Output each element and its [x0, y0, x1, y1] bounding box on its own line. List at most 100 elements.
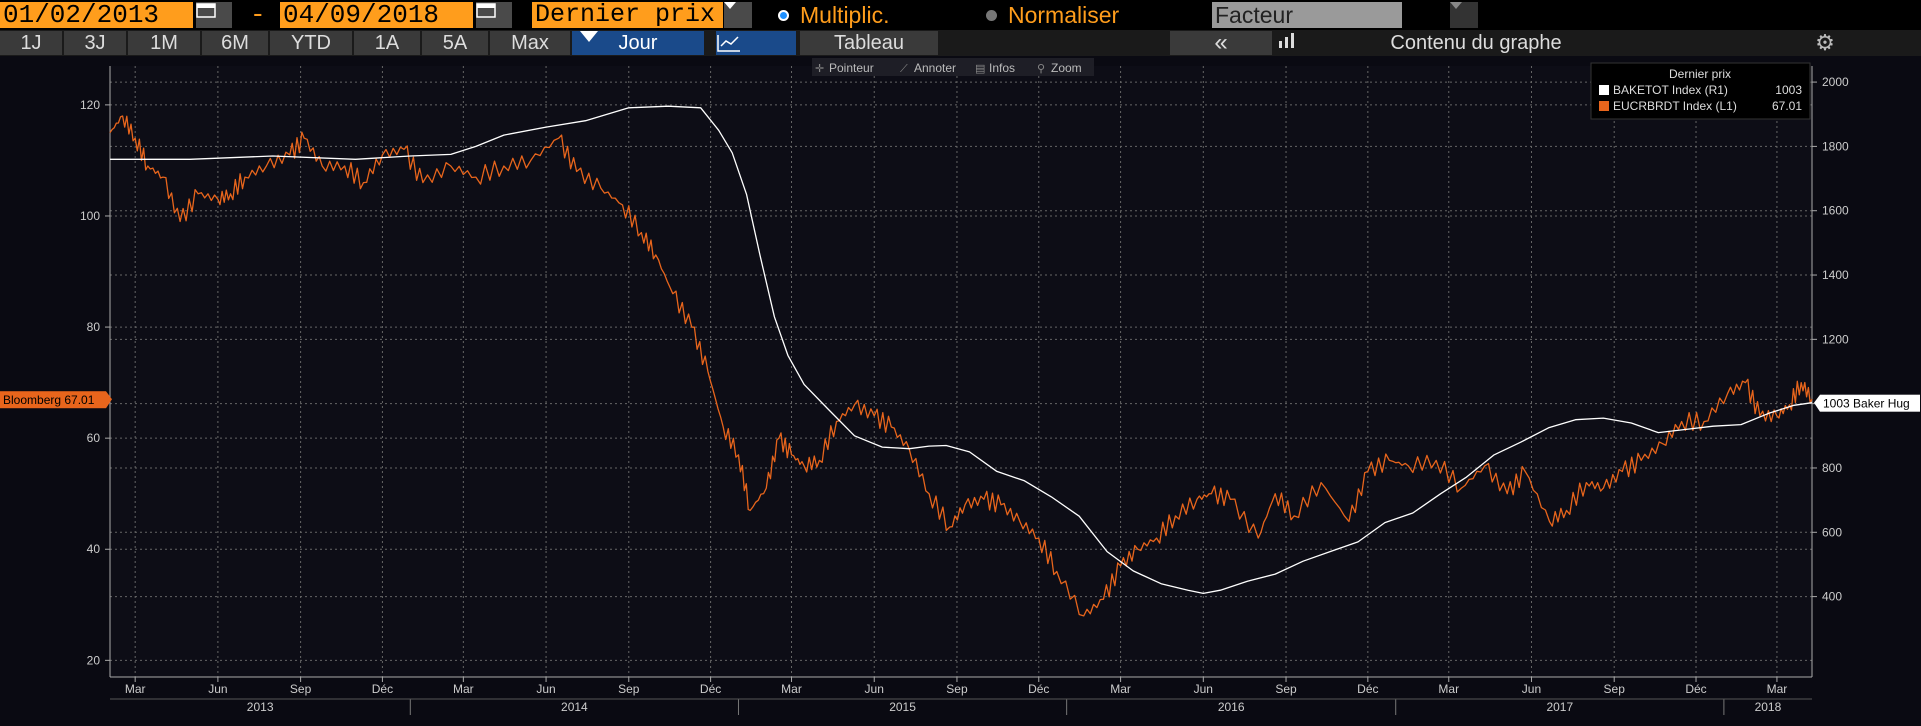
- zoom-tool-label: Zoom: [1051, 61, 1082, 75]
- x-tick-label: Déc: [372, 682, 393, 696]
- period-tab-bar: 1J 3J 1M 6M YTD 1A 5A Max Jour Tableau «…: [0, 30, 1921, 56]
- left-tick-label: 40: [87, 542, 101, 556]
- end-date-field[interactable]: 04/09/2018: [280, 2, 473, 28]
- legend-box: [1590, 62, 1811, 120]
- chevron-down-icon: [724, 2, 736, 9]
- collapse-button[interactable]: «: [1170, 31, 1272, 55]
- right-tick-label: 1600: [1822, 204, 1849, 218]
- multiplic-radio[interactable]: [778, 10, 789, 21]
- x-tick-label: Jun: [1194, 682, 1213, 696]
- chart-content-icon: [1279, 33, 1294, 48]
- right-tag-label: 1003 Baker Hug: [1823, 397, 1910, 411]
- price-field-select[interactable]: Dernier prix: [532, 2, 723, 28]
- left-tick-label: 120: [80, 98, 100, 112]
- calendar-icon: [476, 3, 496, 18]
- chart-tools-bar: [812, 58, 1094, 76]
- info-tool-icon: ▤: [975, 62, 985, 75]
- x-tick-label: Sep: [1604, 682, 1626, 696]
- legend-swatch: [1599, 101, 1609, 111]
- series-line-0: [109, 115, 1813, 617]
- tab-5a[interactable]: 5A: [422, 31, 488, 55]
- x-tick-label: Jun: [1522, 682, 1541, 696]
- legend-title: Dernier prix: [1669, 67, 1731, 81]
- tab-1j[interactable]: 1J: [0, 31, 62, 55]
- right-tick-label: 800: [1822, 461, 1842, 475]
- normaliser-label: Normaliser: [1008, 2, 1120, 28]
- chart-content-button[interactable]: Contenu du graphe: [1276, 31, 1676, 55]
- year-label: 2015: [889, 700, 916, 714]
- x-tick-label: Sep: [618, 682, 640, 696]
- x-tick-label: Mar: [1767, 682, 1788, 696]
- tab-max[interactable]: Max: [490, 31, 570, 55]
- tab-ytd[interactable]: YTD: [270, 31, 352, 55]
- line-chart-button[interactable]: [716, 31, 796, 55]
- year-label: 2018: [1755, 700, 1782, 714]
- right-tick-label: 600: [1822, 525, 1842, 539]
- year-label: 2017: [1546, 700, 1573, 714]
- annotate-tool-label: Annoter: [914, 61, 956, 75]
- pointer-tool-label: Pointeur: [829, 61, 874, 75]
- factor-input[interactable]: Facteur: [1212, 2, 1402, 28]
- legend-entry-name: EUCRBRDT Index (L1): [1613, 99, 1737, 113]
- pointer-tool-icon: ✛: [815, 62, 824, 75]
- x-tick-label: Mar: [1110, 682, 1131, 696]
- annotate-tool-icon: ⟋: [900, 62, 908, 75]
- table-button[interactable]: Tableau: [800, 31, 938, 55]
- legend-entry-value: 67.01: [1772, 99, 1802, 113]
- x-tick-label: Sep: [290, 682, 312, 696]
- start-date-field[interactable]: 01/02/2013: [0, 2, 193, 28]
- zoom-tool-icon: ⚲: [1037, 62, 1045, 75]
- year-label: 2016: [1218, 700, 1245, 714]
- x-tick-label: Déc: [700, 682, 721, 696]
- right-tick-label: 1200: [1822, 332, 1849, 346]
- chart-content-label: Contenu du graphe: [1390, 32, 1562, 54]
- left-last-value-tag: [0, 391, 106, 409]
- legend-swatch: [1599, 85, 1609, 95]
- x-tick-label: Sep: [1275, 682, 1297, 696]
- zoom-tool[interactable]: ⚲ Zoom: [1037, 61, 1082, 75]
- price-field-dropdown[interactable]: [724, 2, 752, 28]
- date-range-separator: -: [250, 0, 266, 30]
- price-chart: 2040608010012040060080010001200140016001…: [0, 58, 1920, 715]
- end-calendar-button[interactable]: [476, 2, 512, 28]
- info-tool-label: Infos: [989, 61, 1015, 75]
- normaliser-radio[interactable]: [986, 10, 997, 21]
- chevron-down-icon: [580, 31, 598, 42]
- chart-area: 2040608010012040060080010001200140016001…: [0, 56, 1921, 726]
- plot-background: [110, 66, 1812, 677]
- left-tick-label: 20: [87, 653, 101, 667]
- left-tick-label: 60: [87, 431, 101, 445]
- x-tick-label: Jun: [536, 682, 555, 696]
- left-tick-label: 80: [87, 320, 101, 334]
- legend-entry-name: BAKETOT Index (R1): [1613, 83, 1728, 97]
- x-tick-label: Déc: [1357, 682, 1378, 696]
- info-tool[interactable]: ▤ Infos: [975, 61, 1015, 75]
- tab-3j[interactable]: 3J: [64, 31, 126, 55]
- x-tick-label: Mar: [781, 682, 802, 696]
- x-tick-label: Mar: [1438, 682, 1459, 696]
- frequency-select[interactable]: Jour: [572, 31, 704, 55]
- right-tick-label: 2000: [1822, 75, 1849, 89]
- year-label: 2014: [561, 700, 588, 714]
- factor-dropdown[interactable]: [1450, 2, 1478, 28]
- tab-6m[interactable]: 6M: [202, 31, 268, 55]
- left-tag-pointer: [106, 391, 112, 409]
- pointer-tool[interactable]: ✛ Pointeur: [815, 61, 874, 75]
- annotate-tool[interactable]: ⟋ Annoter: [900, 61, 956, 75]
- series-line-1: [110, 105, 1813, 595]
- settings-gear-icon[interactable]: ⚙: [1815, 30, 1835, 55]
- left-tag-label: Bloomberg 67.01: [3, 393, 95, 407]
- right-last-value-tag: [1820, 394, 1920, 412]
- right-tick-label: 400: [1822, 590, 1842, 604]
- multiplic-label: Multiplic.: [800, 2, 890, 28]
- tab-1m[interactable]: 1M: [128, 31, 200, 55]
- calendar-icon: [196, 3, 216, 18]
- x-tick-label: Sep: [946, 682, 968, 696]
- right-tag-pointer: [1814, 394, 1820, 412]
- start-calendar-button[interactable]: [196, 2, 232, 28]
- x-tick-label: Mar: [453, 682, 474, 696]
- x-tick-label: Déc: [1028, 682, 1049, 696]
- tab-1a[interactable]: 1A: [354, 31, 420, 55]
- frequency-label: Jour: [618, 32, 658, 54]
- chevron-down-icon: [1450, 2, 1462, 9]
